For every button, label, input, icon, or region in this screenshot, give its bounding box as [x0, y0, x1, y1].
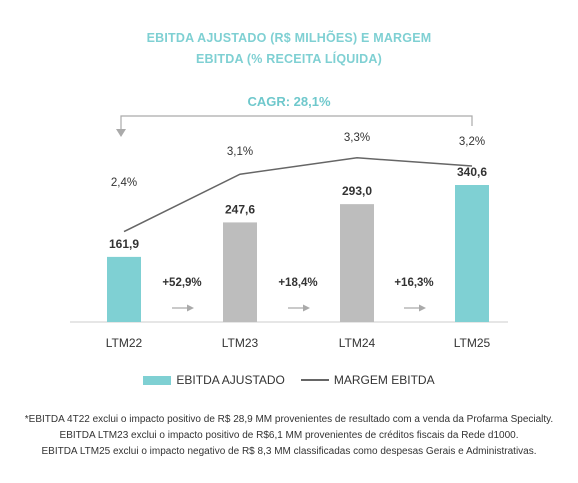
growth-arrow-head — [419, 304, 426, 312]
legend-line-swatch — [300, 379, 329, 381]
footnote-2: EBITDA LTM23 exclui o impacto positivo d… — [59, 430, 519, 441]
chart-title-line2: EBITDA (% RECEITA LÍQUIDA) — [196, 52, 382, 66]
legend-bar-label: EBITDA AJUSTADO — [176, 373, 285, 387]
legend-item-bar: EBITDA AJUSTADO — [143, 373, 285, 387]
chart-canvas: 161,9 LTM22 247,6 LTM23 293,0 LTM24 340,6 LTM25… — [70, 115, 508, 350]
chart-title-line1: EBITDA AJUSTADO (R$ MILHÕES) E MARGEM — [146, 31, 432, 45]
legend-item-line: MARGEM EBITDA — [300, 373, 435, 387]
growth-arrow-head — [303, 304, 310, 312]
bar-ltm23 — [223, 222, 257, 322]
bar-value-label: 161,9 — [109, 237, 139, 251]
margin-label: 3,1% — [227, 146, 253, 158]
margin-label: 2,4% — [111, 177, 137, 189]
margin-line — [123, 157, 473, 233]
legend: EBITDA AJUSTADO MARGEM EBITDA — [0, 373, 578, 387]
x-tick-label: LTM24 — [339, 336, 376, 350]
bar-value-label: 340,6 — [457, 165, 487, 179]
x-tick-label: LTM25 — [454, 336, 491, 350]
growth-label: +52,9% — [162, 277, 201, 289]
footnotes: *EBITDA 4T22 exclui o impacto positivo d… — [0, 412, 578, 460]
bar-value-label: 293,0 — [342, 184, 372, 198]
cagr-bracket — [120, 115, 473, 136]
margin-label: 3,2% — [459, 136, 485, 148]
growth-arrow-head — [187, 304, 194, 312]
x-tick-label: LTM23 — [222, 336, 259, 350]
bar-ltm22 — [107, 256, 141, 322]
bar-ltm25 — [455, 185, 489, 322]
legend-bar-swatch — [143, 375, 172, 385]
bar-value-label: 247,6 — [225, 202, 255, 216]
cagr-label: CAGR: 28,1% — [247, 94, 331, 109]
legend-line-label: MARGEM EBITDA — [333, 373, 435, 387]
x-tick-label: LTM22 — [106, 336, 143, 350]
growth-label: +18,4% — [278, 277, 317, 289]
cagr-arrow-head — [116, 129, 126, 137]
growth-label: +16,3% — [394, 277, 433, 289]
footnote-1: *EBITDA 4T22 exclui o impacto positivo d… — [24, 414, 554, 425]
margin-label: 3,3% — [344, 132, 370, 144]
footnote-3: EBITDA LTM25 exclui o impacto negativo d… — [41, 446, 537, 457]
bar-ltm24 — [340, 204, 374, 322]
